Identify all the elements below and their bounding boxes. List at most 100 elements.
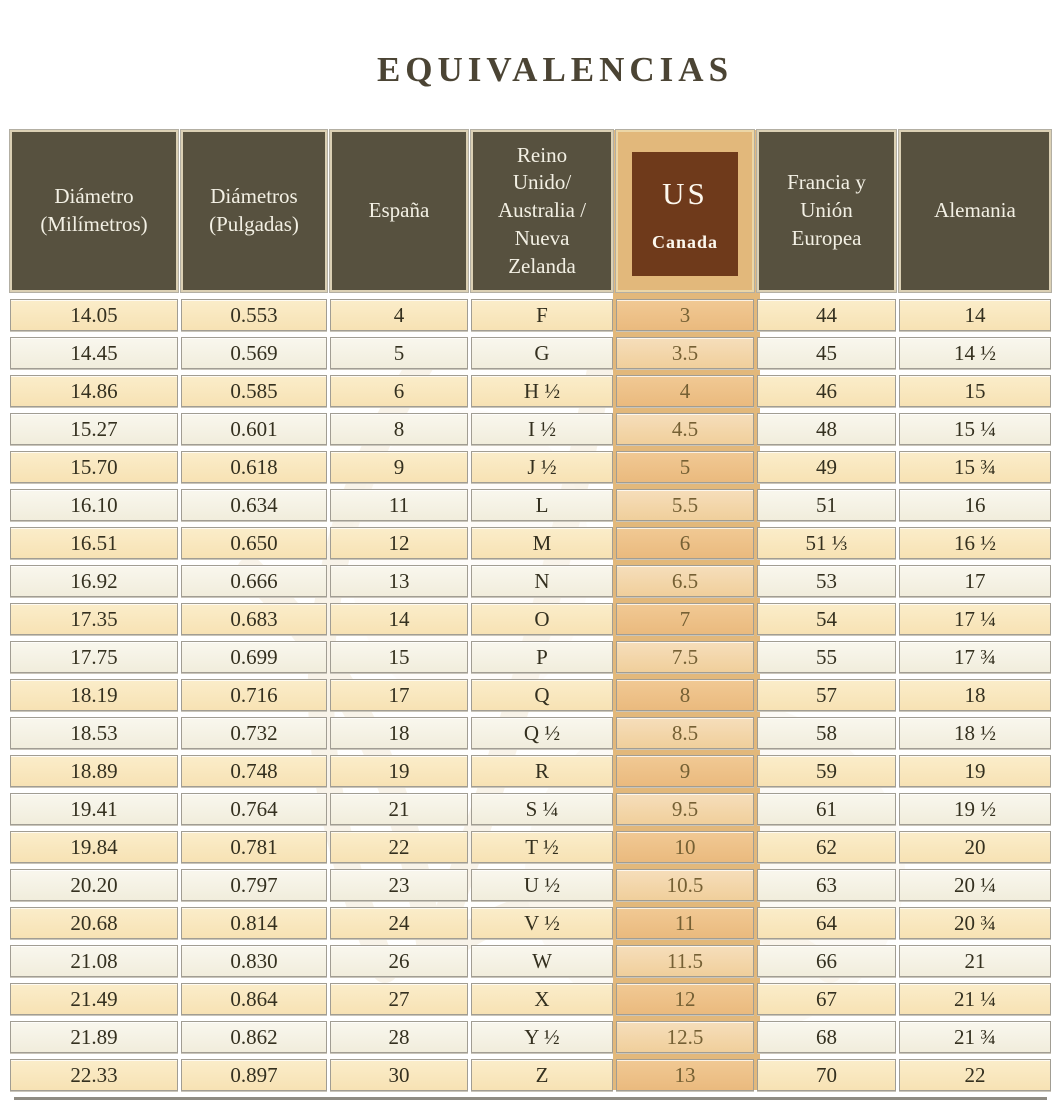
table-cell: 14.05 [10, 299, 178, 331]
table-row: 21.89 0.862 28 Y ½ 12.5 68 21 ¾ [10, 1021, 1051, 1053]
table-cell: 26 [330, 945, 468, 977]
table-cell: 59 [757, 755, 896, 787]
table-cell: 0.814 [181, 907, 327, 939]
table-cell: 8 [330, 413, 468, 445]
table-cell: H ½ [471, 375, 613, 407]
table-cell: 28 [330, 1021, 468, 1053]
table-row: 17.35 0.683 14 O 7 54 17 ¼ [10, 603, 1051, 635]
table-cell: 53 [757, 565, 896, 597]
table-cell: N [471, 565, 613, 597]
table-cell: 16 [899, 489, 1051, 521]
table-row: 18.19 0.716 17 Q 8 57 18 [10, 679, 1051, 711]
column-header-espana: España [330, 130, 468, 292]
table-cell: 17.75 [10, 641, 178, 673]
table-row: 14.05 0.553 4 F 3 44 14 [10, 299, 1051, 331]
table-header-row: Diámetro (Milímetros) Diámetros (Pulgada… [10, 130, 1051, 292]
canada-label: Canada [651, 231, 719, 252]
table-cell: 17 [330, 679, 468, 711]
table-cell: 15 ¾ [899, 451, 1051, 483]
table-cell: 21.89 [10, 1021, 178, 1053]
column-header-alemania: Alemania [899, 130, 1051, 292]
table-cell: I ½ [471, 413, 613, 445]
table-cell: 0.830 [181, 945, 327, 977]
table-cell: 67 [757, 983, 896, 1015]
table-cell: 48 [757, 413, 896, 445]
table-cell: 11 [616, 907, 754, 939]
table-cell: 0.732 [181, 717, 327, 749]
column-header-francia-ue: Francia y Unión Europea [757, 130, 896, 292]
table-cell: 4 [616, 375, 754, 407]
table-cell: 22 [899, 1059, 1051, 1091]
table-cell: 45 [757, 337, 896, 369]
table-cell: 13 [616, 1059, 754, 1091]
table-cell: 21 [330, 793, 468, 825]
table-cell: 3.5 [616, 337, 754, 369]
table-cell: 5 [616, 451, 754, 483]
table-cell: 21.08 [10, 945, 178, 977]
table-cell: 8.5 [616, 717, 754, 749]
table-cell: Q ½ [471, 717, 613, 749]
table-row: 17.75 0.699 15 P 7.5 55 17 ¾ [10, 641, 1051, 673]
table-cell: 6 [616, 527, 754, 559]
table-cell: 44 [757, 299, 896, 331]
table-row: 15.70 0.618 9 J ½ 5 49 15 ¾ [10, 451, 1051, 483]
us-canada-box: US Canada [632, 152, 738, 276]
table-cell: 17 ¼ [899, 603, 1051, 635]
table-cell: 0.569 [181, 337, 327, 369]
table-row: 16.51 0.650 12 M 6 51 ⅓ 16 ½ [10, 527, 1051, 559]
table-cell: Z [471, 1059, 613, 1091]
table-cell: 20 [899, 831, 1051, 863]
table-cell: 19 [330, 755, 468, 787]
table-cell: 20 ¼ [899, 869, 1051, 901]
table-cell: W [471, 945, 613, 977]
table-cell: 62 [757, 831, 896, 863]
table-cell: 0.864 [181, 983, 327, 1015]
us-label: US [662, 175, 708, 211]
table-cell: 7 [616, 603, 754, 635]
table-cell: 15.27 [10, 413, 178, 445]
table-row: 14.86 0.585 6 H ½ 4 46 15 [10, 375, 1051, 407]
table-cell: P [471, 641, 613, 673]
table-row: 18.53 0.732 18 Q ½ 8.5 58 18 ½ [10, 717, 1051, 749]
table-cell: 54 [757, 603, 896, 635]
table-cell: 0.764 [181, 793, 327, 825]
table-cell: R [471, 755, 613, 787]
table-cell: 27 [330, 983, 468, 1015]
table-row: 19.84 0.781 22 T ½ 10 62 20 [10, 831, 1051, 863]
table-cell: 16.10 [10, 489, 178, 521]
table-cell: 21.49 [10, 983, 178, 1015]
table-row: 18.89 0.748 19 R 9 59 19 [10, 755, 1051, 787]
table-cell: 10.5 [616, 869, 754, 901]
table-cell: 7.5 [616, 641, 754, 673]
table-cell: M [471, 527, 613, 559]
table-cell: 0.862 [181, 1021, 327, 1053]
table-row: 21.49 0.864 27 X 12 67 21 ¼ [10, 983, 1051, 1015]
table-cell: 57 [757, 679, 896, 711]
table-cell: 12 [616, 983, 754, 1015]
table-cell: 19 [899, 755, 1051, 787]
table-cell: 6 [330, 375, 468, 407]
table-cell: 14.45 [10, 337, 178, 369]
table-cell: 14.86 [10, 375, 178, 407]
table-cell: 51 ⅓ [757, 527, 896, 559]
table-cell: 21 ¼ [899, 983, 1051, 1015]
table-cell: 11 [330, 489, 468, 521]
table-cell: 19.41 [10, 793, 178, 825]
table-cell: 4.5 [616, 413, 754, 445]
table-cell: 16.51 [10, 527, 178, 559]
table-cell: 0.666 [181, 565, 327, 597]
table-cell: 18.89 [10, 755, 178, 787]
table-row: 16.92 0.666 13 N 6.5 53 17 [10, 565, 1051, 597]
table-cell: F [471, 299, 613, 331]
table-cell: U ½ [471, 869, 613, 901]
table-cell: 9 [616, 755, 754, 787]
table-cell: 11.5 [616, 945, 754, 977]
column-header-diametro-mm: Diámetro (Milímetros) [10, 130, 178, 292]
table-cell: 22.33 [10, 1059, 178, 1091]
table-cell: 61 [757, 793, 896, 825]
table-cell: 24 [330, 907, 468, 939]
table-cell: 0.634 [181, 489, 327, 521]
table-cell: 5.5 [616, 489, 754, 521]
table-cell: 0.618 [181, 451, 327, 483]
table-cell: 16.92 [10, 565, 178, 597]
